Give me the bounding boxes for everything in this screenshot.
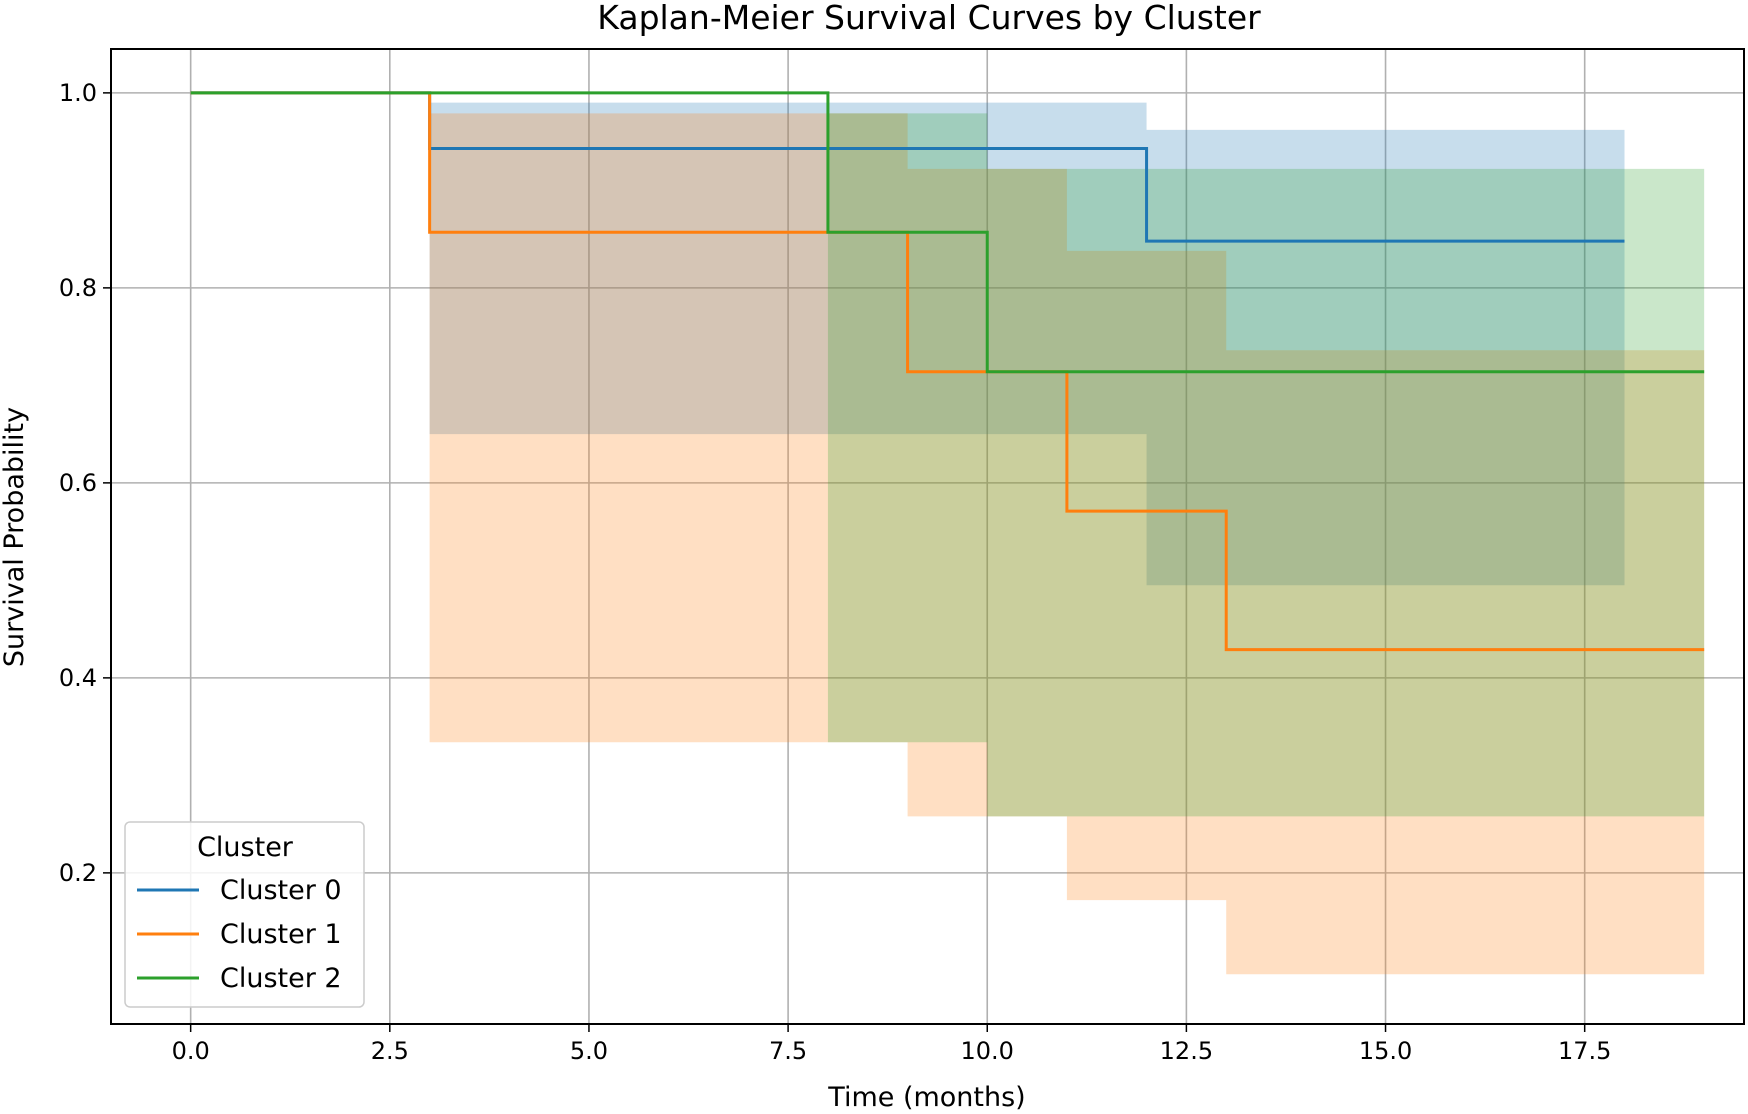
- legend: Cluster Cluster 0 Cluster 1 Cluster 2: [124, 821, 365, 1008]
- x-tick-label: 2.5: [371, 1037, 409, 1065]
- ci-band-cluster-2: [190, 92, 1705, 817]
- y-axis-label: Survival Probability: [0, 407, 30, 667]
- x-tick-label: 5.0: [570, 1037, 608, 1065]
- x-axis-label: Time (months): [827, 1082, 1025, 1113]
- legend-entries: Cluster 0 Cluster 1 Cluster 2: [137, 875, 342, 994]
- axis-ticks: 0.0 2.5 5.0 7.5 10.0 12.5 15.0 17.5 0.2 0.4 0.6 0.8…: [59, 79, 1612, 1065]
- y-tick-label: 0.8: [59, 274, 97, 302]
- legend-label-cluster-1: Cluster 1: [220, 919, 342, 950]
- y-tick-label: 0.6: [59, 469, 97, 497]
- legend-label-cluster-2: Cluster 2: [220, 963, 342, 994]
- x-tick-label: 17.5: [1558, 1037, 1611, 1065]
- grid: [111, 49, 1744, 1024]
- y-tick-label: 0.2: [59, 859, 97, 887]
- x-tick-label: 15.0: [1359, 1037, 1412, 1065]
- x-tick-label: 7.5: [769, 1037, 807, 1065]
- legend-title: Cluster: [197, 832, 294, 863]
- legend-box: [124, 821, 365, 1008]
- ci-band-cluster-1: [190, 92, 1705, 975]
- y-tick-label: 1.0: [59, 79, 97, 107]
- x-tick-label: 12.5: [1160, 1037, 1213, 1065]
- y-tick-label: 0.4: [59, 664, 97, 692]
- x-tick-label: 0.0: [172, 1037, 210, 1065]
- chart-title: Kaplan-Meier Survival Curves by Cluster: [597, 0, 1261, 37]
- survival-line-cluster-2: [190, 91, 1705, 374]
- survival-lines: [190, 91, 1705, 652]
- plot-frame: [110, 48, 1745, 1025]
- legend-label-cluster-0: Cluster 0: [220, 875, 342, 906]
- x-tick-label: 10.0: [961, 1037, 1014, 1065]
